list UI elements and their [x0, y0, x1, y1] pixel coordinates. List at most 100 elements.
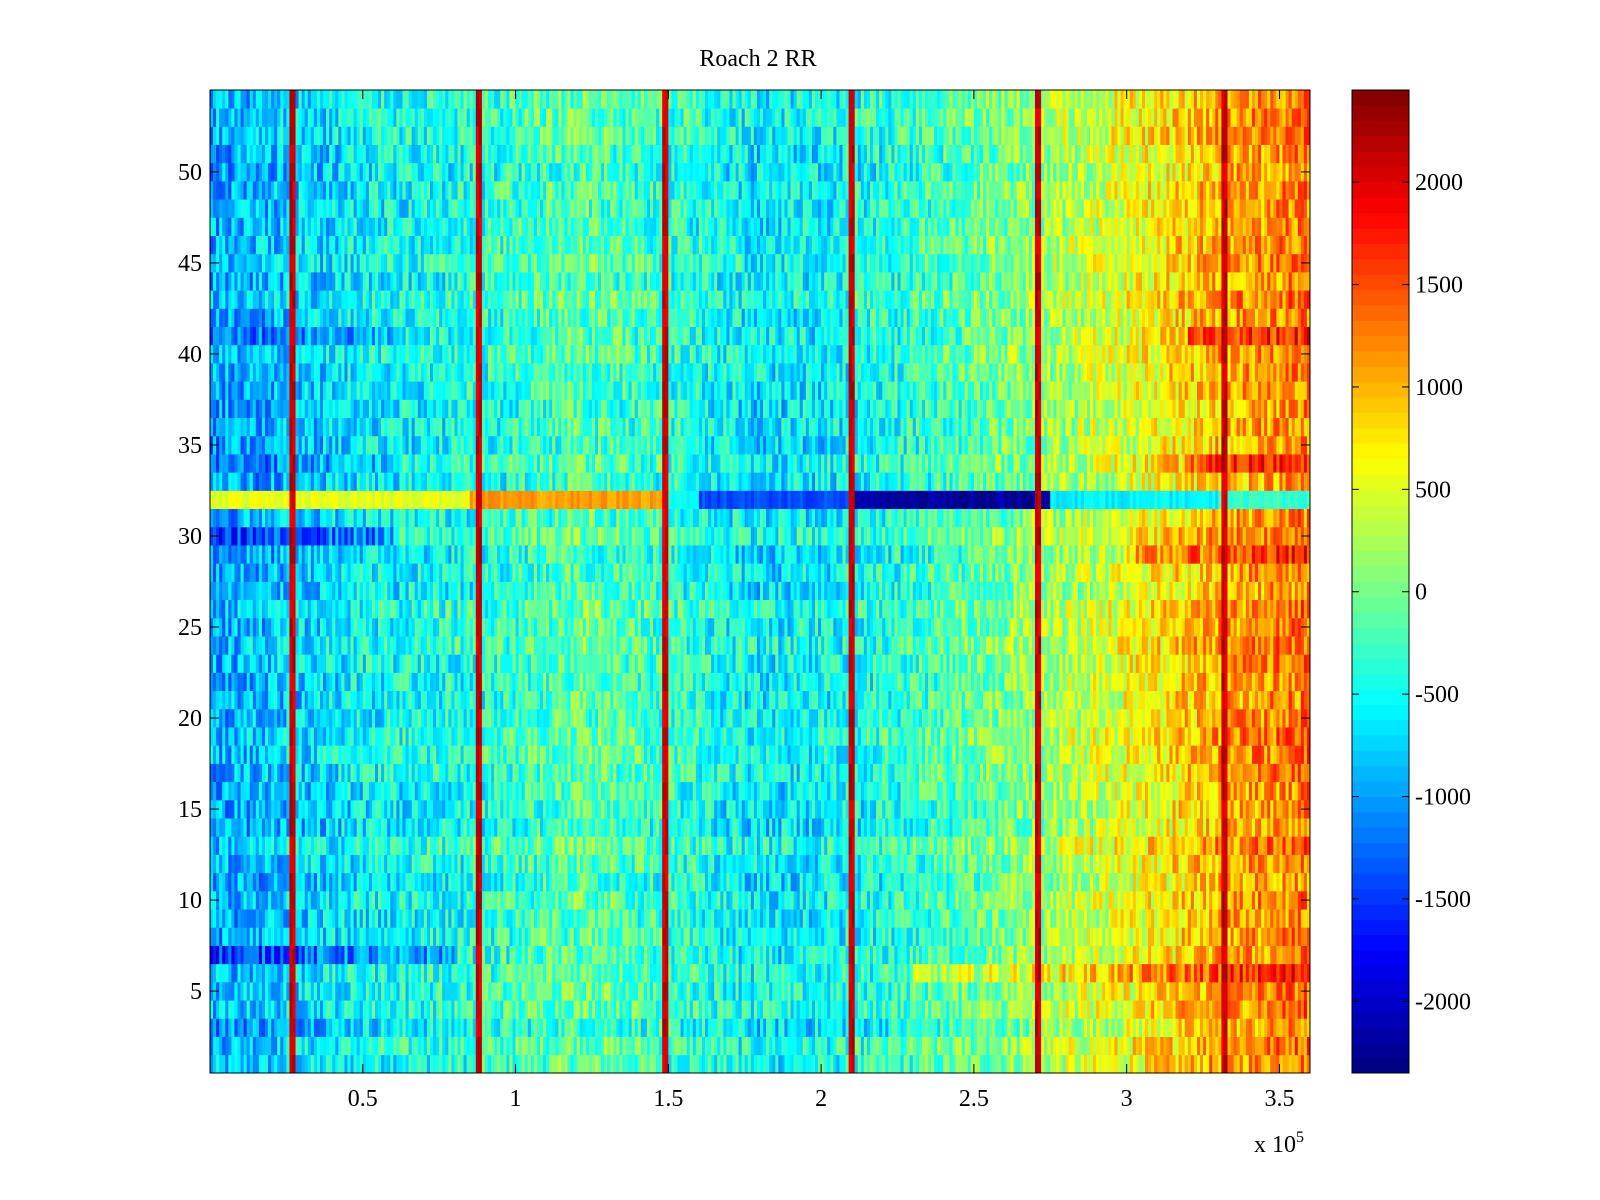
- heatmap-cell: [1169, 963, 1173, 983]
- heatmap-cell: [854, 854, 859, 874]
- heatmap-cell: [772, 1018, 776, 1037]
- heatmap-cell: [662, 890, 666, 910]
- heatmap-cell: [341, 854, 345, 874]
- heatmap-cell: [934, 836, 938, 855]
- heatmap-cell: [255, 981, 260, 1001]
- heatmap-cell: [1013, 909, 1018, 928]
- heatmap-cell: [1132, 1054, 1137, 1074]
- heatmap-cell: [1160, 836, 1164, 855]
- heatmap-cell: [595, 854, 599, 874]
- heatmap-cell: [1279, 872, 1283, 892]
- heatmap-cell: [870, 945, 874, 965]
- heatmap-cell: [695, 836, 700, 855]
- heatmap-cell: [243, 1054, 248, 1074]
- heatmap-cell: [417, 854, 422, 874]
- heatmap-cell: [536, 872, 541, 892]
- heatmap-cell: [1068, 1036, 1073, 1056]
- heatmap-cell: [695, 890, 700, 910]
- heatmap-cell: [436, 1018, 440, 1037]
- heatmap-cell: [448, 909, 452, 928]
- heatmap-cell: [778, 872, 782, 892]
- heatmap-cell: [1090, 836, 1094, 855]
- heatmap-cell: [796, 1018, 801, 1037]
- heatmap-cell: [277, 854, 281, 874]
- heatmap-cell: [955, 981, 959, 1001]
- heatmap-cell: [640, 872, 645, 892]
- heatmap-cell: [258, 1000, 263, 1019]
- heatmap-cell: [793, 1036, 798, 1056]
- heatmap-cell: [1016, 1036, 1021, 1056]
- heatmap-cell: [1035, 836, 1039, 855]
- heatmap-cell: [536, 890, 541, 910]
- heatmap-cell: [387, 872, 391, 892]
- heatmap-cell: [457, 945, 461, 965]
- heatmap-cell: [463, 927, 468, 946]
- heatmap-cell: [582, 854, 587, 874]
- heatmap-cell: [1215, 927, 1219, 946]
- heatmap-cell: [213, 1054, 217, 1074]
- heatmap-cell: [668, 872, 672, 892]
- heatmap-cell: [1282, 1036, 1286, 1056]
- heatmap-cell: [1138, 890, 1143, 910]
- heatmap-cell: [637, 945, 642, 965]
- heatmap-cell: [469, 836, 474, 855]
- heatmap-cell: [744, 1054, 749, 1074]
- heatmap-cell: [234, 1054, 238, 1074]
- heatmap-cell: [857, 981, 862, 1001]
- heatmap-cell: [750, 963, 755, 983]
- heatmap-cell: [729, 909, 733, 928]
- heatmap-cell: [1285, 872, 1289, 892]
- heatmap-cell: [472, 945, 477, 965]
- heatmap-cell: [240, 1000, 244, 1019]
- heatmap-cell: [316, 836, 321, 855]
- heatmap-cell: [741, 872, 746, 892]
- heatmap-cell: [824, 872, 828, 892]
- heatmap-cell: [983, 890, 987, 910]
- heatmap-cell: [995, 818, 999, 837]
- heatmap-cell: [494, 981, 498, 1001]
- heatmap-cell: [1258, 890, 1262, 910]
- heatmap-cell: [955, 963, 959, 983]
- heatmap-cell: [390, 909, 394, 928]
- heatmap-cell: [668, 1000, 672, 1019]
- heatmap-cell: [561, 818, 565, 837]
- heatmap-cell: [989, 1018, 993, 1037]
- heatmap-cell: [723, 872, 727, 892]
- heatmap-cell: [839, 927, 843, 946]
- heatmap-cell: [1096, 945, 1100, 965]
- heatmap-cell: [1022, 963, 1027, 983]
- heatmap-cell: [289, 1000, 293, 1019]
- heatmap-cell: [503, 1036, 507, 1056]
- heatmap-cell: [234, 981, 238, 1001]
- heatmap-cell: [701, 1018, 706, 1037]
- heatmap-cell: [1151, 981, 1155, 1001]
- heatmap-cell: [1151, 927, 1155, 946]
- heatmap-cell: [866, 872, 871, 892]
- heatmap-cell: [521, 909, 526, 928]
- heatmap-cell: [243, 890, 248, 910]
- heatmap-cell: [866, 909, 871, 928]
- heatmap-cell: [1166, 963, 1170, 983]
- heatmap-cell: [231, 854, 235, 874]
- heatmap-cell: [625, 1036, 629, 1056]
- heatmap-cell: [729, 1000, 733, 1019]
- heatmap-cell: [1001, 1036, 1005, 1056]
- heatmap-cell: [793, 872, 798, 892]
- heatmap-cell: [1132, 854, 1137, 874]
- heatmap-cell: [876, 1036, 880, 1056]
- heatmap-cell: [799, 1018, 804, 1037]
- heatmap-cell: [1056, 927, 1060, 946]
- heatmap-cell: [515, 818, 519, 837]
- heatmap-cell: [1083, 945, 1088, 965]
- heatmap-cell: [494, 872, 498, 892]
- heatmap-cell: [307, 1000, 312, 1019]
- heatmap-cell: [347, 945, 351, 965]
- heatmap-cell: [323, 872, 327, 892]
- heatmap-cell: [659, 945, 663, 965]
- heatmap-cell: [546, 836, 550, 855]
- heatmap-cell: [595, 927, 599, 946]
- heatmap-cell: [466, 872, 471, 892]
- heatmap-cell: [1004, 1054, 1008, 1074]
- heatmap-cell: [292, 909, 296, 928]
- heatmap-cell: [310, 1018, 315, 1037]
